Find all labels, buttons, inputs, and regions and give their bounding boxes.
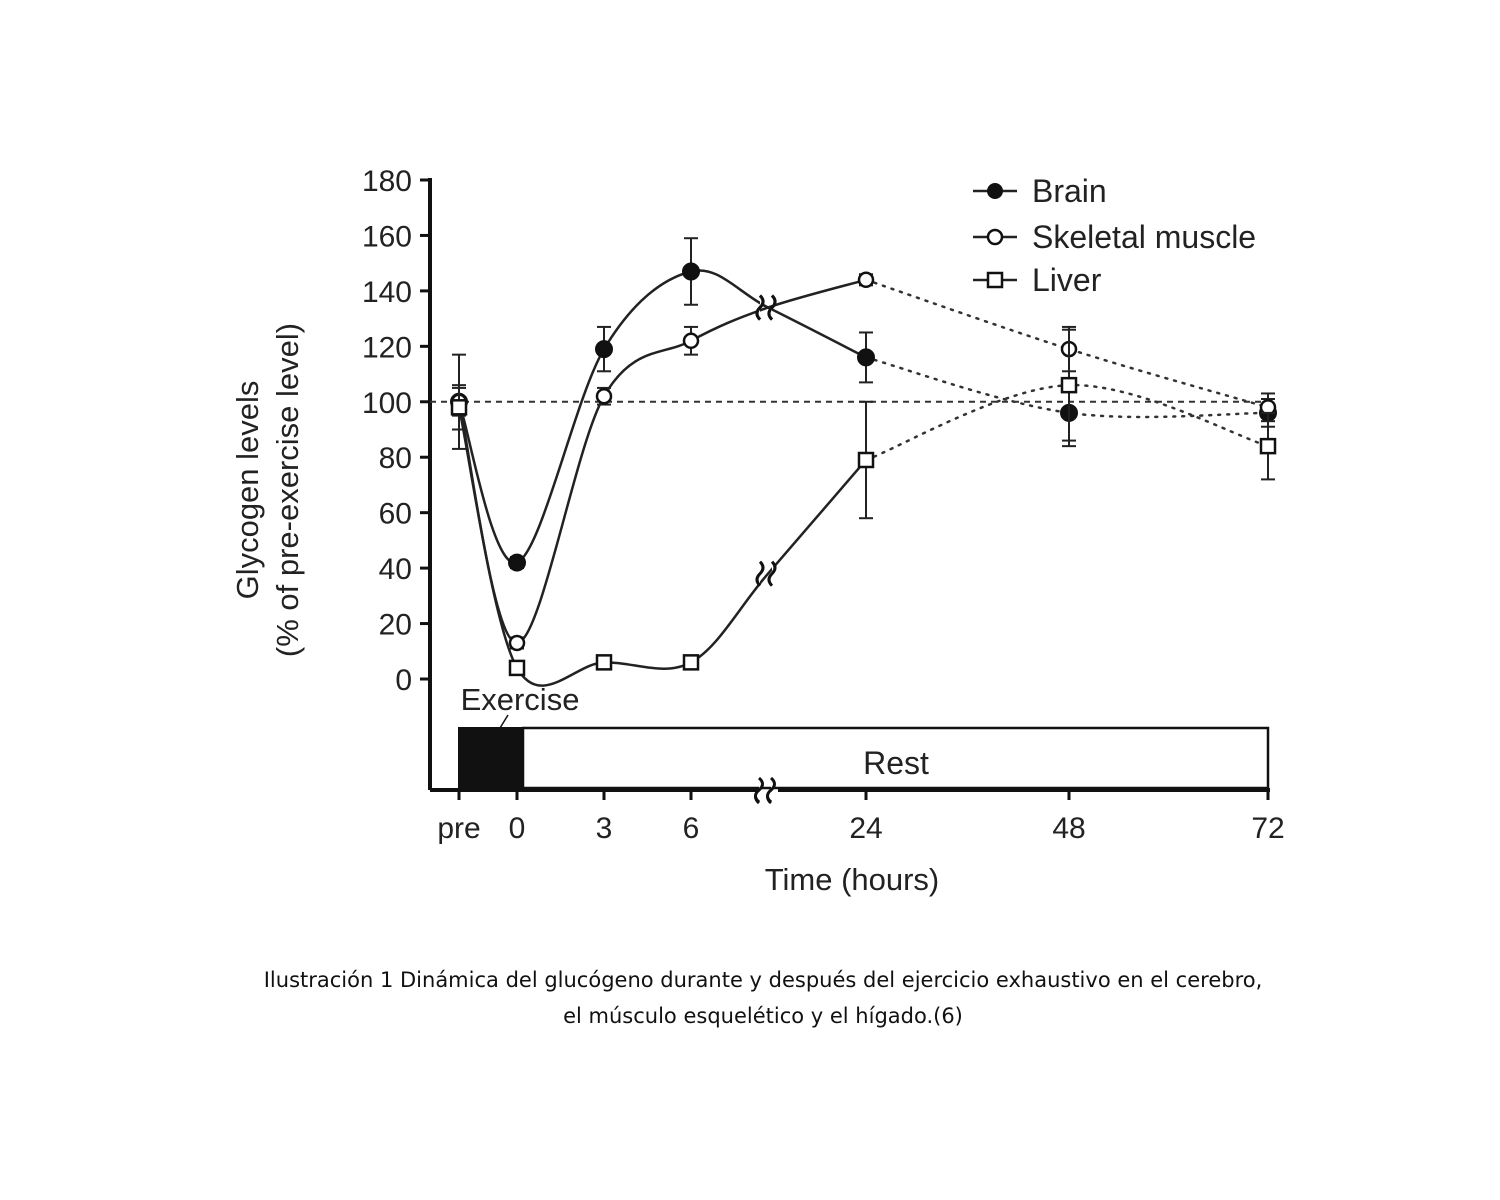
brain-line-solid	[457, 269, 867, 564]
y-tick-label: 100	[362, 387, 412, 420]
legend: Brain Skeletal muscle Liver	[973, 173, 1256, 298]
brain-line-dotted	[864, 356, 1270, 419]
x-tick-label: pre	[437, 812, 480, 845]
legend-label-liver: Liver	[1032, 262, 1102, 298]
y-tick-label: 60	[379, 498, 412, 531]
legend-marker-brain	[987, 183, 1003, 199]
x-tick-label: 0	[509, 812, 526, 845]
liver-point	[1259, 437, 1277, 455]
caption-line-2: el músculo esquelético y el hígado.(6)	[563, 1004, 963, 1028]
phase-bar: Exercise Rest	[458, 682, 1270, 804]
caption-line-1: Ilustración 1 Dinámica del glucógeno dur…	[263, 968, 1263, 992]
skeletal-muscle-point	[682, 332, 700, 350]
rest-bar	[521, 726, 1270, 790]
skeletal-muscle-break-symbol	[767, 294, 777, 321]
liver-point	[1060, 376, 1078, 394]
axes: 0 20 40 60 80 100 120 140 160 180 pre 0 3 6 24 48 72	[362, 165, 1285, 845]
brain-point	[508, 553, 526, 572]
exercise-bar	[458, 727, 524, 789]
x-tick-label: 24	[849, 812, 882, 845]
x-tick-label: 48	[1052, 812, 1085, 845]
liver-break-symbol	[755, 560, 765, 587]
liver-point	[450, 399, 468, 416]
skeletal-muscle-point	[508, 634, 526, 652]
skeletal-muscle-line-solid	[457, 278, 867, 645]
exercise-label-pointer	[499, 714, 509, 729]
liver-point	[857, 451, 875, 469]
y-tick-label: 80	[379, 442, 412, 475]
y-tick-label: 0	[395, 664, 412, 697]
rest-label: Rest	[863, 745, 929, 781]
liver-point	[682, 654, 700, 671]
liver-line-solid	[457, 407, 867, 687]
legend-marker-skeletal-muscle	[986, 228, 1004, 246]
liver-line-dotted	[864, 383, 1270, 462]
figure-caption: Ilustración 1 Dinámica del glucógeno dur…	[150, 962, 1376, 1034]
y-tick-label: 40	[379, 553, 412, 586]
skeletal-muscle-point	[595, 387, 613, 405]
x-tick-label: 72	[1251, 812, 1284, 845]
rest-bar-break-symbol	[766, 776, 776, 804]
legend-marker-liver	[986, 271, 1004, 289]
brain-point	[857, 348, 875, 367]
liver-break-symbol	[767, 560, 777, 587]
y-tick-label: 140	[362, 276, 412, 309]
legend-label-brain: Brain	[1032, 173, 1107, 209]
y-tick-label: 120	[362, 331, 412, 364]
x-tick-label: 3	[596, 812, 613, 845]
x-axis-label: Time (hours)	[765, 862, 940, 897]
brain-point	[682, 262, 700, 281]
legend-label-skeletal-muscle: Skeletal muscle	[1032, 219, 1256, 255]
brain-point	[595, 340, 613, 359]
series-layer	[450, 237, 1277, 687]
exercise-label: Exercise	[461, 682, 580, 717]
y-tick-label: 20	[379, 609, 412, 642]
liver-point	[595, 654, 613, 671]
y-axis-label-line2: (% of pre-exercise level)	[270, 323, 305, 657]
y-tick-label: 180	[362, 165, 412, 198]
skeletal-muscle-break-symbol	[755, 294, 765, 321]
skeletal-muscle-point	[857, 271, 875, 289]
rest-bar-break-symbol	[754, 776, 764, 804]
y-axis-label-line1: Glycogen levels	[230, 381, 265, 600]
y-tick-label: 160	[362, 220, 412, 253]
x-tick-label: 6	[683, 812, 700, 845]
liver-point	[508, 659, 526, 677]
